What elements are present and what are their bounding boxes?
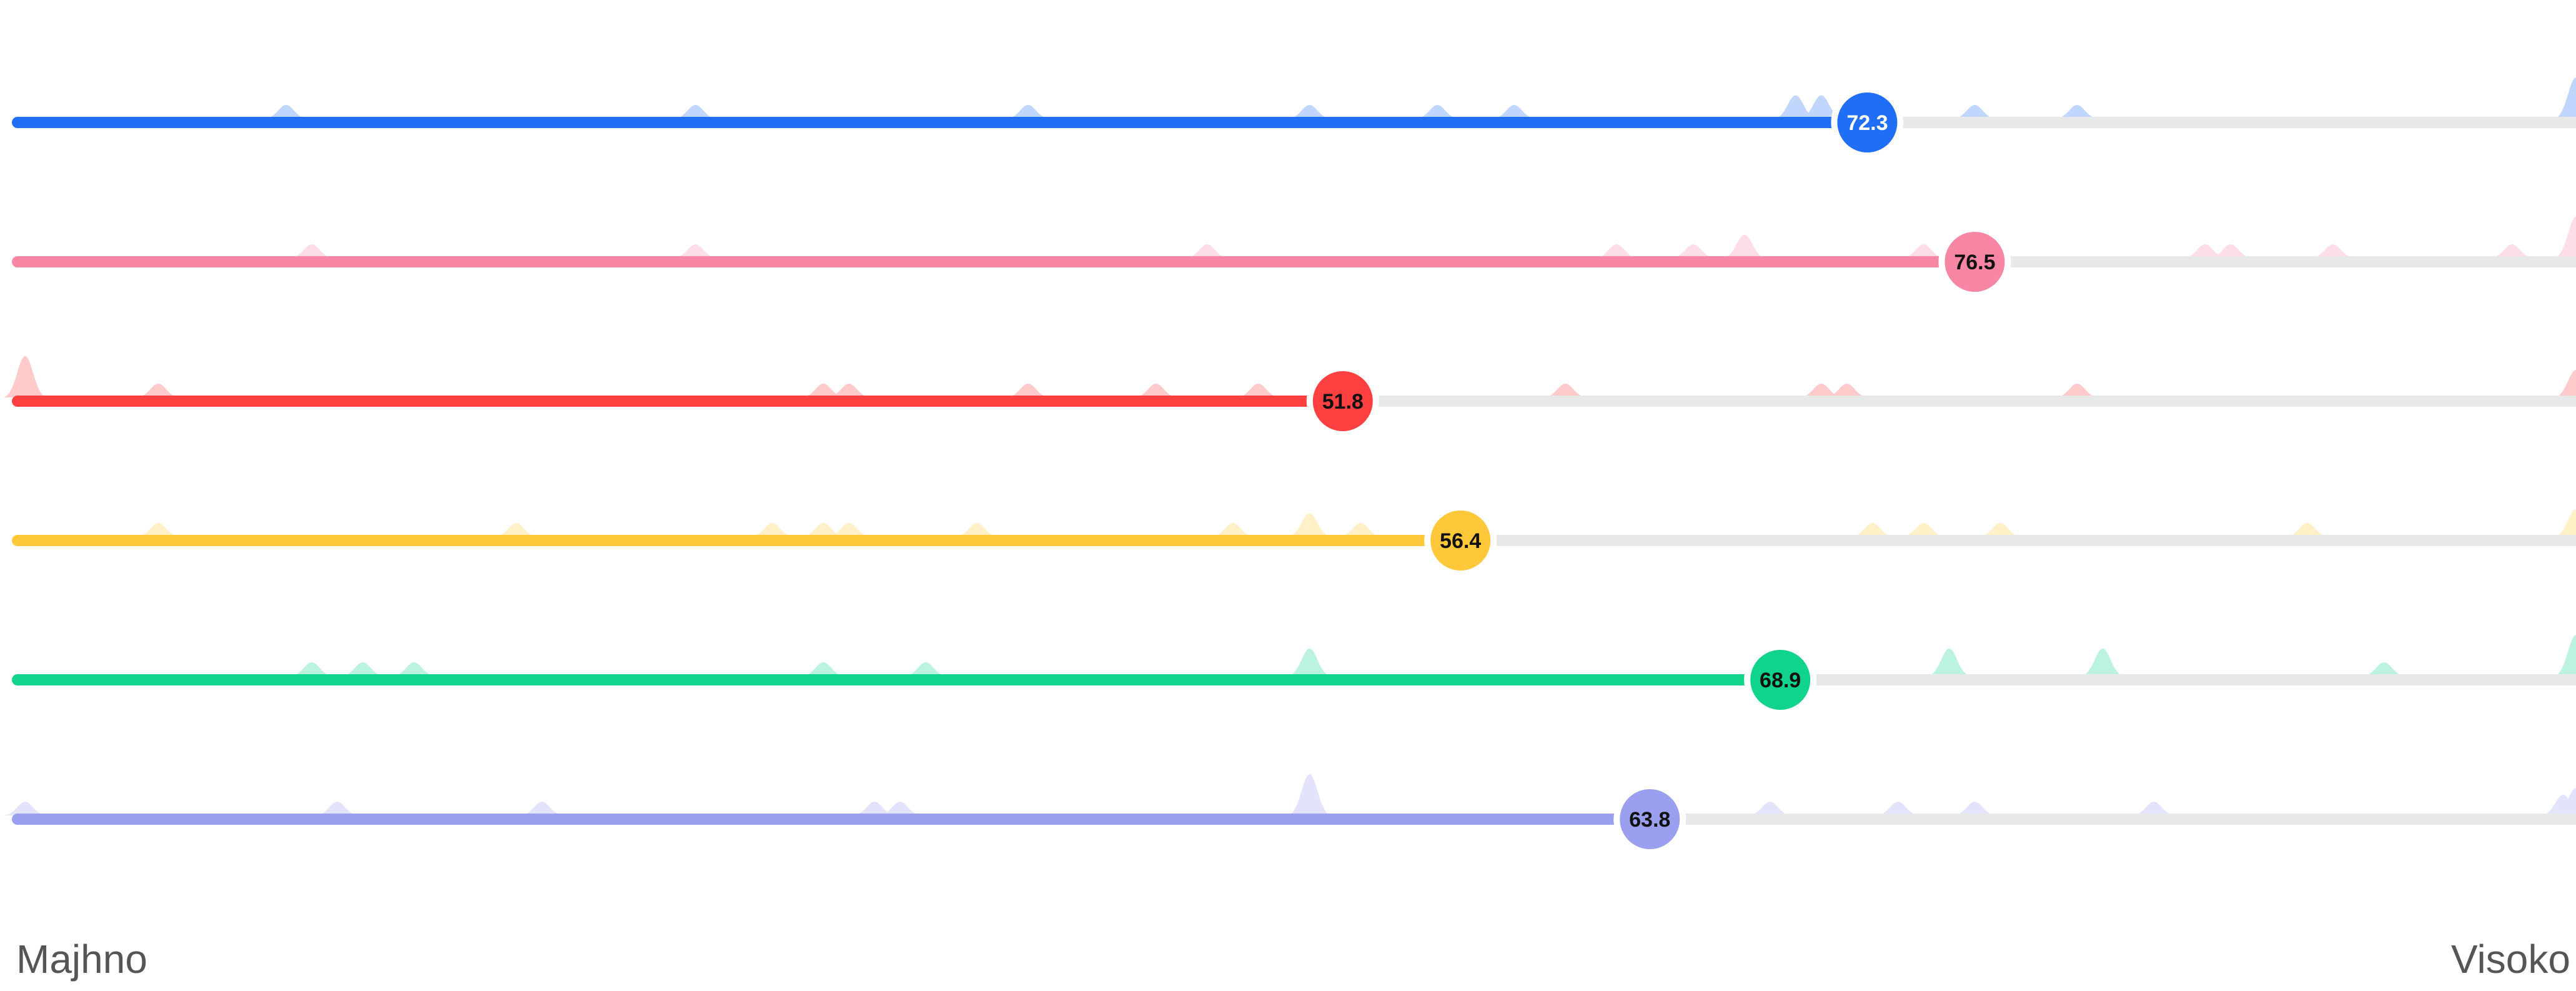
distribution-peak [2554,635,2576,676]
distribution-peak [315,802,360,815]
distribution-peak [1594,244,1639,258]
distribution-peak [673,105,718,119]
distribution-peak [801,523,846,537]
distribution-peak [2554,509,2576,537]
distribution-peak [1338,523,1384,537]
slider-value-label: 51.8 [1322,390,1364,414]
distribution-peak [136,523,181,537]
axis-max-label: Visoko [2451,937,2570,982]
distribution-peak [2,802,48,815]
distribution-peak [1670,244,1716,258]
distribution-peak [826,523,872,537]
distribution-peak [852,802,898,815]
distribution-peak [1721,234,1767,258]
slider-value-label: 63.8 [1629,808,1670,832]
distribution-peak [1287,513,1332,537]
distribution-peak [2182,244,2228,258]
distribution-peak [2208,244,2254,258]
distribution-peak [1005,105,1051,119]
distribution-peak [1287,774,1332,815]
distribution-peak [2284,523,2330,537]
distribution-peak [1184,244,1230,258]
distribution-peak [289,244,335,258]
distribution-peak [1926,649,1972,676]
distribution-peak [2054,384,2100,397]
distribution-peak [826,384,872,397]
slider-knob [1312,371,1373,431]
distribution-peak [2,356,48,397]
slider-knob [1944,232,2005,292]
distribution-peak [2554,788,2576,815]
distribution-peak [2310,244,2356,258]
distribution-peak [2054,105,2100,119]
distribution-peak [903,662,949,676]
distribution-peak [1415,105,1460,119]
distribution-peak [1952,105,1998,119]
distribution-peak [2554,77,2576,119]
slider-value-label: 76.5 [1954,251,1995,274]
distribution-peak [750,523,795,537]
slider-knob [1750,650,1811,710]
distribution-peak [954,523,999,537]
distribution-peak [1236,384,1281,397]
distribution-peak [519,802,565,815]
distribution-peak [136,384,181,397]
distribution-peak [801,662,846,676]
distribution-peak [1901,244,1946,258]
distribution-peak [1287,105,1332,119]
distribution-peak [493,523,539,537]
distribution-peak [1287,649,1332,676]
distribution-peak [2554,370,2576,397]
distribution-peak [2080,649,2126,676]
distribution-peak [1952,802,1998,815]
distribution-peak [1747,802,1793,815]
slider-knob [1430,510,1491,570]
distribution-peak [340,662,385,676]
slider-value-label: 56.4 [1440,529,1481,553]
slider-value-label: 68.9 [1760,669,1801,692]
distribution-peak [1210,523,1256,537]
distribution-peak [1798,384,1844,397]
distribution-peak [1005,384,1051,397]
distribution-peak [264,105,309,119]
slider-value-label: 72.3 [1846,111,1888,135]
distribution-peak [2361,662,2407,676]
distribution-peak [289,662,335,676]
slider-knob [1620,789,1680,849]
distribution-peak [1901,523,1946,537]
distribution-peak [1492,105,1537,119]
distribution-peak [878,802,923,815]
distribution-peak [1133,384,1179,397]
distribution-peak [1875,802,1921,815]
distribution-peak [1978,523,2023,537]
axis-min-label: Majhno [16,937,147,982]
distribution-peak [391,662,437,676]
distribution-peak [1773,95,1818,119]
distribution-peak [801,384,846,397]
distribution-peak [1850,523,1895,537]
distribution-peak [1543,384,1588,397]
distribution-peak [2554,217,2576,258]
distribution-peak [2489,244,2535,258]
slider-knob [1837,92,1898,152]
distribution-peak [1824,384,1870,397]
distribution-peak [673,244,718,258]
distribution-peak [2131,802,2177,815]
